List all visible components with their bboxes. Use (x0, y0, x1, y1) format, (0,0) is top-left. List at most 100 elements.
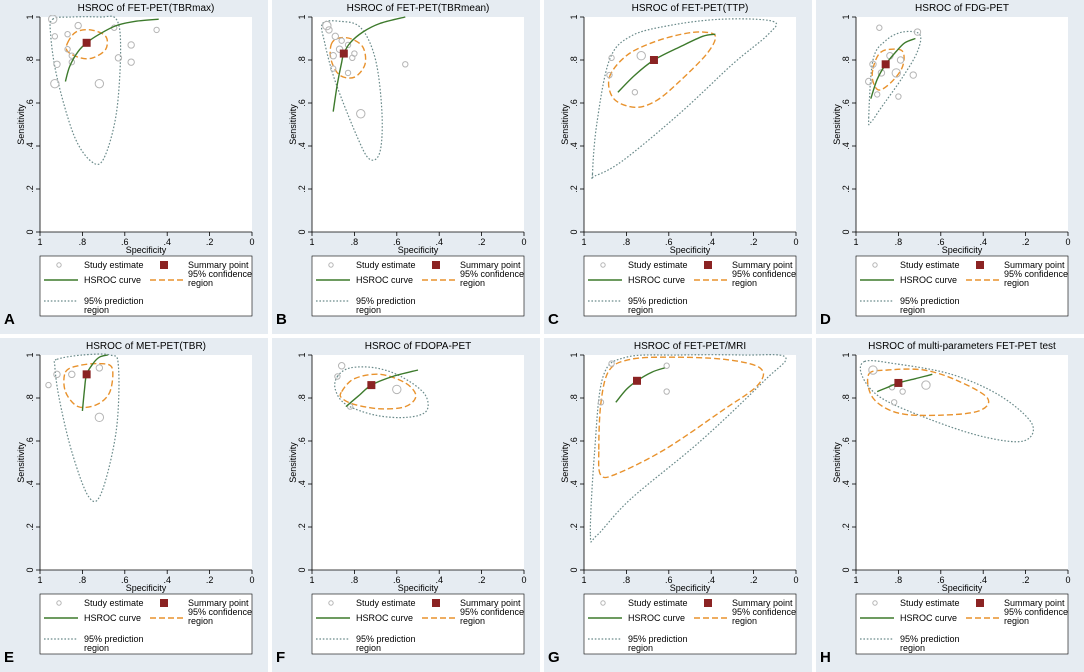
y-tick-label: .2 (841, 185, 851, 193)
y-tick-label: .4 (25, 142, 35, 150)
chart-title: HSROC of FET-PET(TBRmean) (347, 3, 490, 14)
y-tick-label: 1 (297, 352, 307, 357)
legend-study-estimate: Study estimate (356, 598, 416, 608)
study-estimate-point (608, 54, 615, 62)
legend-summary-symbol (160, 261, 168, 269)
x-tick-label: .4 (979, 237, 987, 247)
study-estimate-point (53, 60, 61, 69)
legend-prediction-line1: 95% prediction (84, 634, 144, 644)
study-estimate-point (909, 71, 917, 79)
plot-marks (590, 18, 778, 180)
legend-prediction-line2: region (628, 305, 653, 315)
hsroc-curve (617, 33, 716, 93)
prediction-region (868, 30, 922, 126)
panel-b: HSROC of FET-PET(TBRmean) 0 .2 .4 .6 .8 1 1 .8 .6… (272, 0, 540, 334)
legend-study-estimate: Study estimate (900, 598, 960, 608)
panel-letter: G (548, 649, 560, 666)
study-estimate-point (127, 41, 135, 49)
plot-area (40, 17, 252, 232)
x-tick-label: 0 (249, 237, 254, 247)
y-axis-label: Sensitivity (832, 104, 842, 145)
chart-title: HSROC of multi-parameters FET-PET test (868, 341, 1056, 352)
legend-summary-point: Summary point (1004, 598, 1065, 608)
x-tick-label: 0 (1065, 237, 1070, 247)
study-estimate-point (50, 78, 60, 89)
x-tick-label: .2 (750, 575, 758, 585)
legend-prediction-line2: region (900, 643, 925, 653)
prediction-region (320, 20, 383, 161)
x-tick-label: .6 (665, 575, 673, 585)
legend-study-estimate: Study estimate (628, 260, 688, 270)
legend-study-symbol (600, 600, 606, 606)
y-tick-label: .4 (841, 142, 851, 150)
legend-box (39, 593, 253, 655)
legend-study-symbol (56, 600, 62, 606)
x-tick-label: .2 (1022, 237, 1030, 247)
panel-e: HSROC of MET-PET(TBR) 0 .2 .4 .6 .8 1 1 .8 .6 .4 .2… (0, 338, 268, 672)
y-tick-label: .4 (297, 142, 307, 150)
legend-prediction-line2: region (356, 305, 381, 315)
x-tick-label: .6 (937, 575, 945, 585)
legend-prediction-line2: region (900, 305, 925, 315)
study-estimate-point (48, 15, 58, 24)
study-estimate-point (895, 93, 902, 100)
panel-letter: A (4, 311, 15, 328)
x-axis-label: Specificity (398, 583, 439, 593)
x-tick-label: .4 (435, 575, 443, 585)
legend-study-symbol (600, 262, 606, 268)
x-tick-label: 1 (581, 237, 586, 247)
study-estimate-point (874, 91, 881, 98)
x-axis-label: Specificity (670, 245, 711, 255)
legend-confidence-line1: 95% confidence (460, 607, 524, 617)
prediction-region (334, 366, 429, 419)
study-estimate-point (890, 399, 898, 406)
legend-box (583, 255, 797, 317)
x-tick-label: .6 (937, 237, 945, 247)
study-estimate-point (913, 28, 922, 36)
y-tick-label: .2 (25, 185, 35, 193)
legend-summary-symbol (976, 261, 984, 269)
chart-title: HSROC of FDOPA-PET (365, 341, 472, 352)
confidence-region (866, 368, 990, 417)
legend-study-estimate: Study estimate (84, 260, 144, 270)
x-tick-label: 0 (1065, 575, 1070, 585)
x-tick-label: .2 (478, 575, 486, 585)
study-estimate-point (356, 109, 366, 119)
hsroc-curve (870, 37, 916, 99)
x-tick-label: .4 (163, 575, 171, 585)
panel-letter: C (548, 311, 559, 328)
study-estimate-point (64, 46, 71, 53)
hsroc-curve (332, 16, 406, 112)
legend-summary-point: Summary point (732, 260, 793, 270)
panel-d: HSROC of FDG-PET 0 .2 .4 .6 .8 1 1 .8 .6 .4 .2 0 Spec… (816, 0, 1084, 334)
y-tick-label: 1 (569, 14, 579, 19)
hsroc-chart-e: HSROC of MET-PET(TBR) 0 .2 .4 .6 .8 1 1 .8 .6 .4 .2… (0, 338, 268, 672)
y-tick-label: .2 (25, 523, 35, 531)
legend-hsroc-curve: HSROC curve (84, 275, 141, 285)
y-tick-label: .6 (297, 437, 307, 445)
x-tick-label: .8 (623, 575, 631, 585)
legend-prediction-line1: 95% prediction (356, 634, 416, 644)
legend-study-estimate: Study estimate (900, 260, 960, 270)
y-tick-label: .2 (569, 523, 579, 531)
study-estimate-point (663, 388, 670, 395)
confidence-region (871, 48, 905, 91)
y-tick-label: .2 (297, 185, 307, 193)
plot-area (312, 17, 524, 232)
y-tick-label: .6 (569, 437, 579, 445)
y-tick-label: .8 (841, 56, 851, 64)
prediction-region (49, 15, 122, 166)
study-estimate-point (337, 362, 346, 370)
legend-confidence-line1: 95% confidence (1004, 269, 1068, 279)
x-tick-label: .4 (707, 575, 715, 585)
legend-box (855, 255, 1069, 317)
panel-letter: F (276, 649, 285, 666)
legend-prediction-line1: 95% prediction (84, 296, 144, 306)
study-estimate-point (322, 20, 332, 31)
legend-confidence-line1: 95% confidence (188, 269, 252, 279)
x-axis-label: Specificity (126, 583, 167, 593)
y-tick-label: 1 (25, 352, 35, 357)
y-tick-label: .6 (25, 437, 35, 445)
legend-prediction-line2: region (84, 643, 109, 653)
y-tick-label: .4 (569, 142, 579, 150)
